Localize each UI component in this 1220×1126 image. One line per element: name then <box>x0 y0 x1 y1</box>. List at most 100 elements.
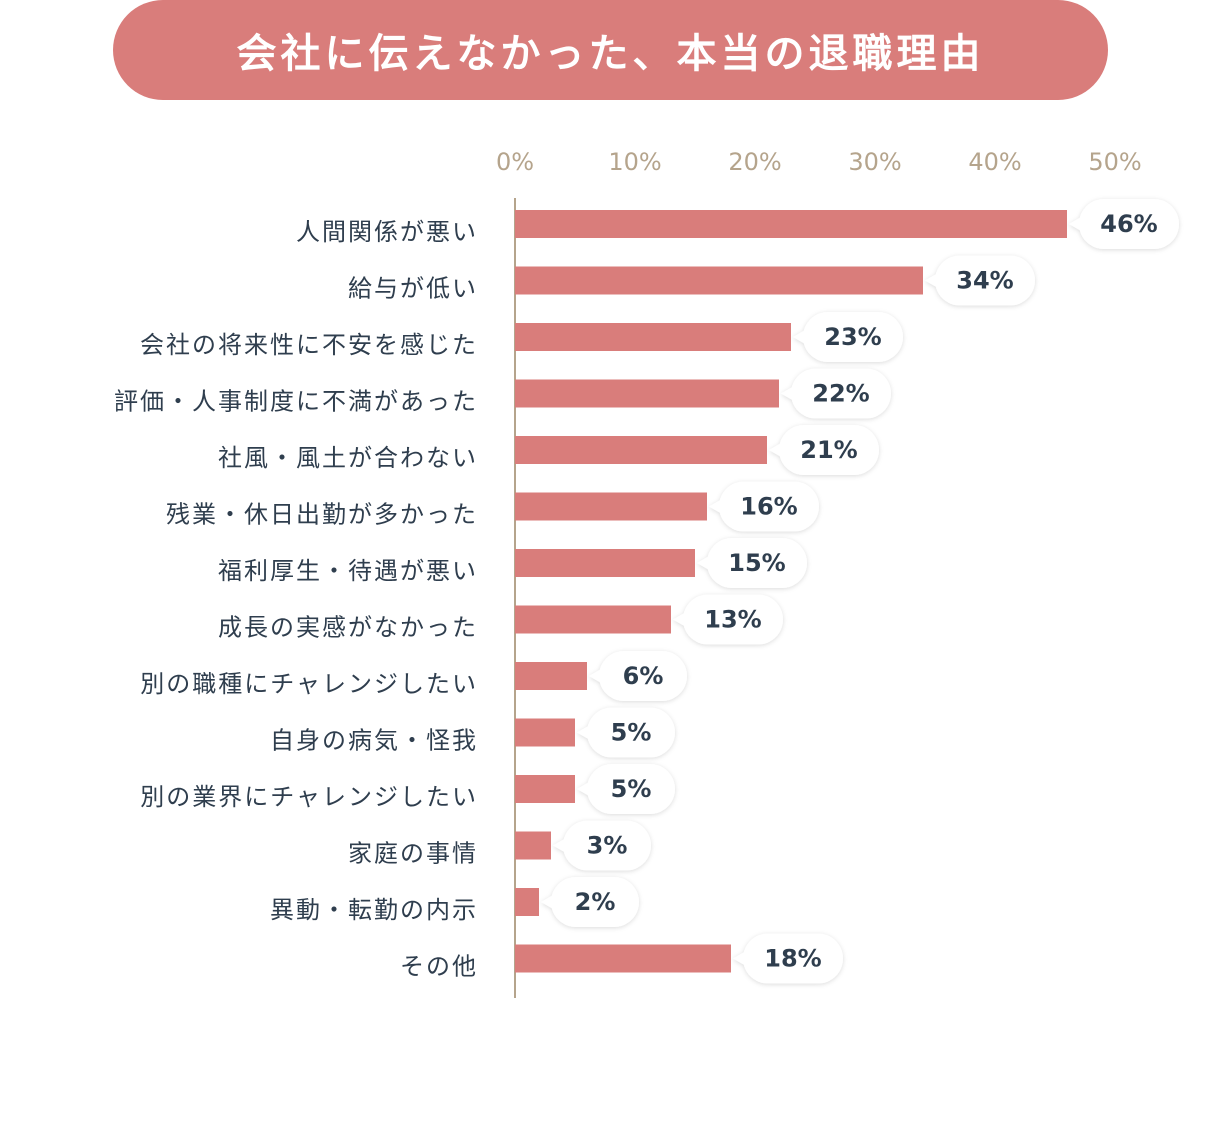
category-label: 別の職種にチャレンジしたい <box>140 670 478 698</box>
value-label-bubble <box>1069 199 1179 249</box>
category-label: 福利厚生・待遇が悪い <box>218 557 478 585</box>
category-label: 給与が低い <box>348 275 478 303</box>
bar <box>515 662 587 690</box>
value-label: 13% <box>704 606 761 634</box>
bar-row: 成長の実感がなかった 13% <box>218 594 783 645</box>
bar-row: その他 18% <box>400 933 843 984</box>
bar <box>515 775 575 803</box>
x-axis-ticks: 0% 10% 20% 30% 40% 50% <box>496 148 1142 176</box>
chart-title: 会社に伝えなかった、本当の退職理由 <box>113 0 1108 100</box>
bar <box>515 436 767 464</box>
bar <box>515 549 695 577</box>
bar-row: 異動・転勤の内示 2% <box>270 877 639 927</box>
bar <box>515 831 551 860</box>
value-label: 18% <box>764 945 821 973</box>
category-label: 評価・人事制度に不満があった <box>114 388 478 416</box>
value-label-bubble <box>577 764 675 814</box>
x-tick-label: 50% <box>1088 148 1141 176</box>
value-label-bubble <box>673 594 783 645</box>
value-label-pointer <box>589 668 603 684</box>
value-label-pill <box>719 481 819 532</box>
value-label-bubble <box>733 933 843 984</box>
value-label-bubble <box>553 820 651 871</box>
value-label-pointer <box>673 611 687 628</box>
bar-row: 自身の病気・怪我 5% <box>270 707 675 758</box>
bar <box>515 492 707 521</box>
value-label-pill <box>563 820 651 871</box>
value-label-pointer <box>709 498 723 515</box>
value-label: 15% <box>728 549 785 577</box>
value-label-pointer <box>541 894 555 910</box>
value-label-pointer <box>793 329 807 345</box>
category-label: 残業・休日出勤が多かった <box>166 501 478 529</box>
x-tick-label: 10% <box>608 148 661 176</box>
category-label: その他 <box>400 953 478 981</box>
bar <box>515 718 575 747</box>
category-label: 会社の将来性に不安を感じた <box>140 331 478 359</box>
bar-row: 給与が低い 34% <box>348 255 1035 306</box>
category-label: 自身の病気・怪我 <box>270 727 478 755</box>
bar <box>515 605 671 634</box>
value-label-pill <box>803 312 903 362</box>
value-label-pointer <box>1069 216 1083 232</box>
value-label-pointer <box>925 272 939 289</box>
value-label-bubble <box>589 651 687 701</box>
value-label-pill <box>587 707 675 758</box>
value-label-bubble <box>577 707 675 758</box>
value-label-bubble <box>781 368 891 419</box>
x-tick-label: 0% <box>496 148 534 176</box>
bar-row: 会社の将来性に不安を感じた 23% <box>140 312 903 362</box>
bar-row: 別の業界にチャレンジしたい 5% <box>140 764 675 814</box>
value-label-pill <box>743 933 843 984</box>
value-label-bubble <box>769 425 879 475</box>
value-label-pointer <box>769 442 783 458</box>
value-label: 5% <box>611 719 652 747</box>
category-label: 人間関係が悪い <box>296 218 478 246</box>
category-label: 社風・風土が合わない <box>218 444 478 472</box>
bar-row: 福利厚生・待遇が悪い 15% <box>218 538 807 588</box>
category-label: 異動・転勤の内示 <box>270 896 478 924</box>
value-label-bubble <box>697 538 807 588</box>
bar-row: 評価・人事制度に不満があった 22% <box>114 368 891 419</box>
bar-rows: 人間関係が悪い 46% 給与が低い 34% 会社の将来性に不安を感じた 23% 評価・人事制… <box>114 199 1179 984</box>
bar <box>515 323 791 351</box>
value-label-bubble <box>793 312 903 362</box>
value-label-pill <box>587 764 675 814</box>
bar <box>515 888 539 916</box>
bar-row: 別の職種にチャレンジしたい 6% <box>140 651 687 701</box>
value-label-pill <box>935 255 1035 306</box>
value-label-pill <box>599 651 687 701</box>
bar <box>515 210 1067 238</box>
x-tick-label: 40% <box>968 148 1021 176</box>
value-label-pointer <box>577 724 591 741</box>
value-label-pointer <box>697 555 711 571</box>
value-label: 21% <box>800 436 857 464</box>
x-tick-label: 30% <box>848 148 901 176</box>
category-label: 別の業界にチャレンジしたい <box>140 783 478 811</box>
value-label: 3% <box>587 832 628 860</box>
x-tick-label: 20% <box>728 148 781 176</box>
value-label-bubble <box>925 255 1035 306</box>
value-label: 34% <box>956 267 1013 295</box>
value-label: 5% <box>611 775 652 803</box>
bar <box>515 379 779 408</box>
value-label: 6% <box>623 662 664 690</box>
value-label-pointer <box>577 781 591 797</box>
bar <box>515 944 731 973</box>
value-label-pill <box>1079 199 1179 249</box>
bar-row: 家庭の事情 3% <box>348 820 651 871</box>
value-label-pill <box>551 877 639 927</box>
value-label-pill <box>707 538 807 588</box>
category-label: 成長の実感がなかった <box>218 614 478 642</box>
value-label-pill <box>779 425 879 475</box>
value-label-bubble <box>709 481 819 532</box>
value-label: 22% <box>812 380 869 408</box>
value-label-pointer <box>781 385 795 402</box>
bar-row: 人間関係が悪い 46% <box>296 199 1179 249</box>
value-label-pill <box>791 368 891 419</box>
value-label: 46% <box>1100 210 1157 238</box>
value-label: 2% <box>575 888 616 916</box>
bar-row: 社風・風土が合わない 21% <box>218 425 879 475</box>
value-label-pointer <box>733 950 747 967</box>
